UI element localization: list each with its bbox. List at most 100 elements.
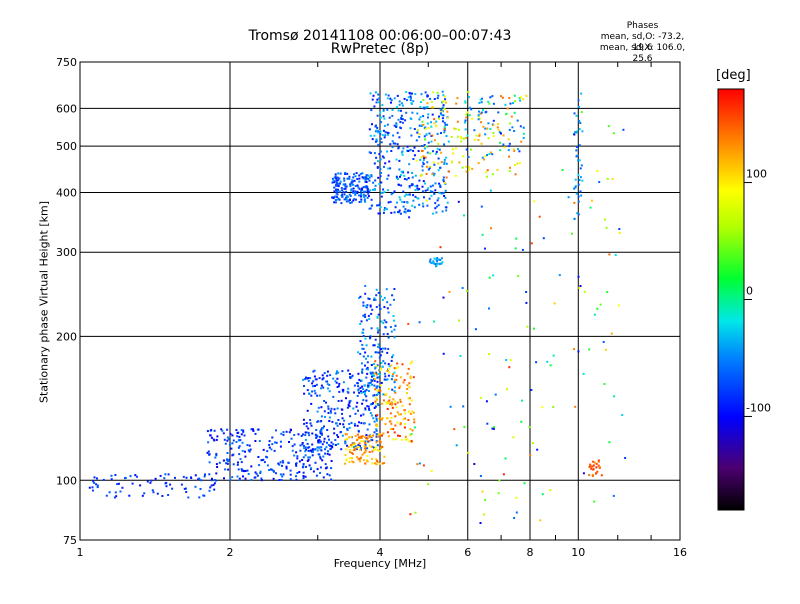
data-point xyxy=(552,354,555,357)
data-point xyxy=(229,478,232,481)
data-point xyxy=(397,434,399,437)
data-point xyxy=(478,110,480,113)
data-point xyxy=(235,441,238,443)
data-point xyxy=(343,193,346,196)
data-point xyxy=(418,462,421,465)
data-point xyxy=(364,186,367,189)
data-point xyxy=(378,97,380,100)
data-point xyxy=(386,123,389,126)
data-point xyxy=(422,464,425,467)
data-point xyxy=(375,402,377,405)
data-point xyxy=(363,459,365,462)
data-point xyxy=(390,193,393,196)
data-point xyxy=(297,433,300,436)
data-point xyxy=(549,364,552,367)
data-point xyxy=(372,394,375,397)
data-point xyxy=(397,211,399,214)
data-point xyxy=(337,172,340,175)
data-point xyxy=(450,136,453,138)
data-point xyxy=(266,450,269,453)
data-point xyxy=(321,433,323,436)
data-point xyxy=(379,130,382,133)
data-point xyxy=(513,111,516,114)
data-point xyxy=(392,373,394,376)
data-point xyxy=(327,405,330,408)
data-point xyxy=(383,136,386,139)
data-point xyxy=(246,469,249,472)
data-point xyxy=(223,477,225,480)
data-point xyxy=(121,486,124,489)
data-point xyxy=(114,491,117,494)
data-point xyxy=(461,287,464,289)
data-point xyxy=(238,479,241,481)
data-point xyxy=(377,433,380,436)
data-point xyxy=(390,422,393,425)
data-point xyxy=(483,158,485,161)
data-point xyxy=(332,395,335,398)
data-point xyxy=(506,107,509,110)
data-point xyxy=(345,198,348,200)
data-point xyxy=(386,378,389,381)
data-point xyxy=(362,355,365,358)
data-point xyxy=(230,447,233,450)
data-point xyxy=(375,435,378,438)
data-point xyxy=(433,257,436,260)
data-point xyxy=(462,137,465,140)
data-point xyxy=(401,104,404,107)
data-point xyxy=(533,327,535,330)
data-point xyxy=(567,196,570,199)
data-point xyxy=(366,366,369,369)
data-point xyxy=(214,479,217,482)
data-point xyxy=(406,372,409,375)
data-point xyxy=(595,462,598,465)
data-point xyxy=(237,446,240,449)
data-point xyxy=(397,147,400,150)
data-point xyxy=(367,405,370,408)
data-point xyxy=(290,429,292,432)
data-point xyxy=(513,164,516,166)
data-point xyxy=(411,171,414,174)
data-point xyxy=(309,419,312,421)
data-point xyxy=(416,131,419,134)
data-point xyxy=(356,446,359,449)
data-point xyxy=(326,374,329,377)
data-point xyxy=(309,377,312,380)
data-point xyxy=(330,460,333,462)
data-point xyxy=(429,258,432,261)
data-point xyxy=(352,176,355,179)
data-point xyxy=(351,460,354,463)
data-point xyxy=(362,390,365,393)
data-point xyxy=(322,386,325,389)
data-point xyxy=(391,406,394,409)
data-point xyxy=(383,117,386,120)
data-point xyxy=(302,463,305,466)
data-point xyxy=(396,401,399,404)
data-point xyxy=(367,368,370,371)
data-point xyxy=(442,192,445,195)
data-point xyxy=(466,111,469,114)
data-point xyxy=(368,407,370,410)
data-point xyxy=(242,470,245,473)
data-point xyxy=(367,382,370,385)
data-point xyxy=(149,481,152,484)
data-point xyxy=(437,94,440,97)
data-point xyxy=(339,172,342,175)
data-point xyxy=(311,432,314,435)
data-point xyxy=(333,190,336,193)
y-tick-label: 75 xyxy=(63,534,77,547)
data-point xyxy=(408,149,411,152)
data-point xyxy=(438,115,440,118)
data-point xyxy=(329,374,332,377)
data-point xyxy=(342,423,345,426)
data-point xyxy=(302,456,305,459)
data-point xyxy=(213,482,216,485)
data-point xyxy=(368,298,371,300)
data-point xyxy=(215,452,218,455)
data-point xyxy=(150,479,153,482)
plot-frame xyxy=(79,61,681,541)
data-point xyxy=(386,133,389,136)
data-point xyxy=(379,384,382,387)
data-point xyxy=(135,475,138,478)
data-point xyxy=(370,175,373,178)
data-point xyxy=(605,226,608,229)
